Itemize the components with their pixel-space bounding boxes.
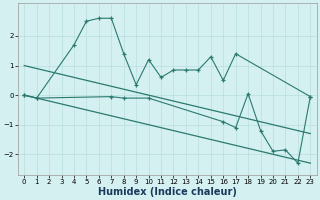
X-axis label: Humidex (Indice chaleur): Humidex (Indice chaleur) bbox=[98, 187, 237, 197]
